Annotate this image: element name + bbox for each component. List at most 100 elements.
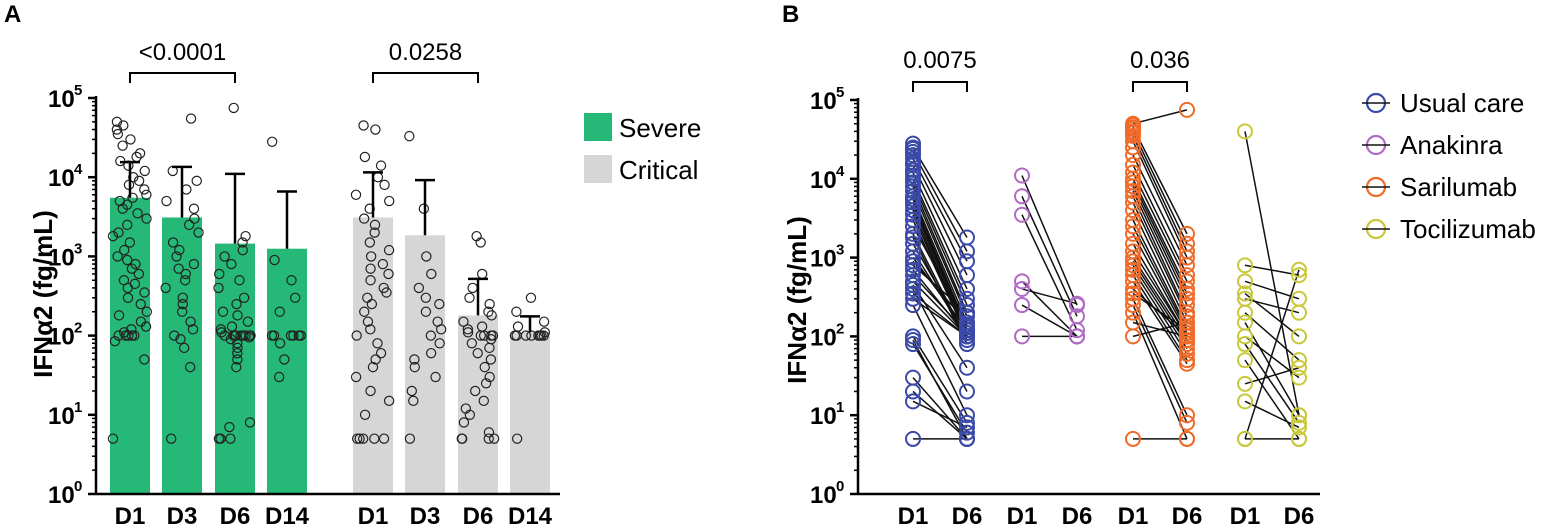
point-severe-d3 [174, 244, 185, 256]
bar-severe-d6 [215, 243, 255, 494]
point-severe-d1 [114, 195, 126, 207]
point-severe-d6 [231, 298, 242, 310]
point-severe-d6 [226, 258, 237, 270]
pair-line-usual-care [912, 390, 968, 440]
point-critical-d3 [425, 347, 437, 359]
pair-line-usual-care [912, 225, 968, 326]
x-tick-label-critical-d6: D6 [463, 503, 494, 528]
point-critical-d6 [484, 371, 495, 383]
point-severe-d14 [266, 136, 278, 147]
point-severe-d6 [237, 244, 248, 256]
x-tick-label-critical-d3: D3 [410, 503, 441, 528]
point-severe-d6 [228, 102, 239, 114]
y-tick-exp-b-5: 5 [836, 84, 844, 101]
point-severe-d3 [161, 195, 172, 207]
pair-line-sarilumab [1132, 280, 1188, 365]
point-usual-care-d1 [905, 280, 921, 297]
pair-line-usual-care [912, 336, 968, 424]
y-tick-label-a-0: 10 [48, 482, 75, 509]
point-sarilumab-d6 [1179, 257, 1195, 274]
point-sarilumab-d6 [1179, 322, 1195, 339]
y-tick-exp-a-1: 1 [74, 399, 82, 416]
pair-line-usual-care [912, 172, 968, 290]
point-critical-d14 [525, 292, 537, 304]
point-severe-d6 [214, 268, 225, 280]
point-severe-d1 [139, 165, 150, 177]
point-critical-d3 [421, 251, 432, 262]
point-critical-d6 [478, 395, 489, 407]
point-severe-d3 [183, 219, 195, 231]
pair-line-usual-care [912, 274, 968, 334]
point-usual-care-d6 [959, 328, 975, 345]
point-critical-d1 [383, 244, 395, 256]
x-tick-label-sarilumab-d6: D6 [1172, 503, 1203, 528]
point-critical-d1 [375, 160, 387, 171]
point-severe-d1 [128, 171, 139, 183]
pair-line-usual-care [912, 151, 968, 252]
point-critical-d3 [425, 330, 437, 341]
point-severe-d1 [111, 116, 123, 128]
pair-line-usual-care [912, 186, 968, 313]
point-sarilumab-d1 [1125, 147, 1141, 164]
point-tocilizumab-d6 [1291, 352, 1307, 369]
point-sarilumab-d1 [1125, 218, 1141, 235]
point-severe-d14 [269, 254, 280, 266]
pair-line-usual-care [912, 280, 968, 337]
pair-line-usual-care [912, 288, 968, 392]
point-sarilumab-d6 [1179, 297, 1195, 314]
pair-line-tocilizumab [1244, 359, 1300, 440]
point-severe-d6 [213, 282, 224, 294]
bar-critical-d6 [458, 315, 498, 494]
point-usual-care-d6 [959, 304, 975, 321]
pair-line-usual-care [912, 195, 968, 323]
point-severe-d1 [122, 219, 133, 231]
panel-a-points [107, 102, 550, 444]
point-critical-d6 [483, 433, 494, 444]
point-severe-d3 [167, 237, 179, 248]
point-severe-d6 [231, 361, 242, 373]
point-severe-d3 [178, 342, 190, 354]
point-severe-d1 [133, 175, 145, 187]
pair-line-sarilumab [1132, 225, 1188, 331]
point-severe-d14 [273, 371, 285, 383]
point-critical-d14 [512, 321, 524, 332]
point-severe-d14 [286, 275, 297, 286]
point-severe-d1 [141, 213, 152, 224]
point-anakinra-d1 [1014, 188, 1030, 205]
pair-line-sarilumab [1132, 178, 1188, 290]
point-sarilumab-d1 [1125, 202, 1141, 219]
point-severe-d14 [289, 292, 301, 304]
point-critical-d14 [538, 316, 550, 327]
point-severe-d1 [118, 120, 129, 131]
y-tick-exp-b-1: 1 [836, 399, 844, 416]
point-critical-d1 [359, 151, 371, 163]
point-usual-care-d1 [905, 257, 921, 274]
pair-line-tocilizumab [1244, 292, 1300, 337]
comparison-pvalue-b-0: 0.0075 [903, 47, 976, 74]
pair-line-tocilizumab [1244, 298, 1300, 314]
point-sarilumab-d1 [1125, 183, 1141, 200]
point-critical-d6 [458, 316, 469, 327]
point-severe-d1 [113, 330, 124, 341]
pair-line-sarilumab [1132, 250, 1188, 337]
point-severe-d1 [129, 330, 140, 341]
pair-line-tocilizumab [1244, 269, 1300, 440]
point-severe-d6 [240, 230, 251, 242]
pair-line-sarilumab [1132, 135, 1188, 252]
point-severe-d3 [191, 175, 202, 187]
point-tocilizumab-d1 [1237, 123, 1253, 140]
point-severe-d1 [118, 275, 130, 286]
point-critical-d3 [426, 268, 437, 280]
x-tick-label-sarilumab-d1: D1 [1118, 503, 1149, 528]
point-tocilizumab-d1 [1237, 336, 1253, 353]
point-critical-d1 [369, 219, 381, 231]
pair-line-usual-care [912, 182, 968, 306]
point-anakinra-d1 [1014, 297, 1030, 314]
x-tick-label-severe-d6: D6 [220, 503, 251, 528]
point-critical-d6 [456, 433, 467, 444]
point-critical-d6 [471, 230, 482, 242]
point-severe-d6 [238, 292, 250, 304]
